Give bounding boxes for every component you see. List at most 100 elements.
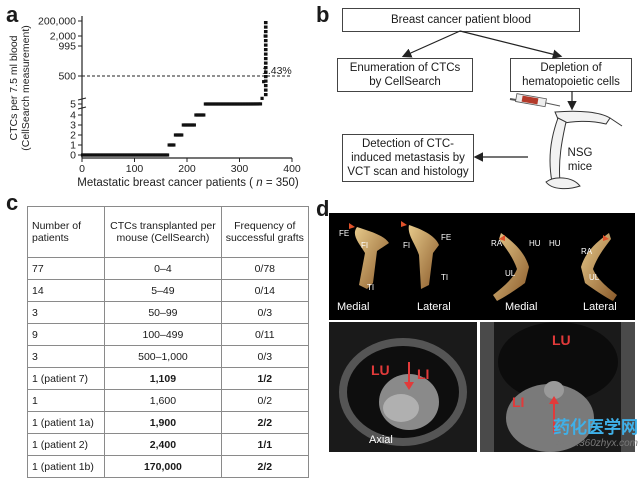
cell-ctcs-transplanted: 5–49 <box>104 279 222 302</box>
y-axis-label-1: CTCs per 7.5 ml blood <box>8 35 20 140</box>
label-hu: HU <box>529 239 541 248</box>
y-tick-label: 995 <box>58 41 76 53</box>
data-point <box>180 133 184 137</box>
label-ti: TI <box>367 283 375 292</box>
y-tick-label: 2 <box>70 130 76 142</box>
bone-scan-image: FE FI TI FI FE TI RA HU HU RA UL UL Medi… <box>329 213 635 320</box>
label-fi: FI <box>361 241 369 250</box>
x-tick-label: 0 <box>79 163 85 175</box>
ct-label-lu-2: LU <box>552 332 571 348</box>
label-ra: RA <box>491 239 503 248</box>
table-row: 1 1,600 0/2 <box>26 389 310 412</box>
watermark-line1: 药化医学网 <box>553 418 638 438</box>
y-tick-label: 4 <box>70 110 76 122</box>
label-fe-2: FE <box>441 233 452 242</box>
cell-number-of-patients: 1 <box>26 389 106 412</box>
ct-label-lu: LU <box>371 362 390 378</box>
cell-ctcs-transplanted: 2,400 <box>104 433 222 456</box>
cell-frequency: 0/11 <box>220 323 310 346</box>
cell-frequency: 2/2 <box>220 411 310 434</box>
cell-frequency: 1/1 <box>220 433 310 456</box>
x-axis-label-rest: = 350) <box>263 177 299 189</box>
table-row: 1 (patient 2) 2,400 1/1 <box>26 433 310 456</box>
table-row: 9 100–499 0/11 <box>26 323 310 346</box>
syringe-icon <box>509 93 561 108</box>
cell-frequency: 2/2 <box>220 455 310 478</box>
ct-label-li: LI <box>417 366 430 382</box>
y-axis-break <box>77 97 87 101</box>
data-point <box>263 48 268 52</box>
y-tick-label: 200,000 <box>38 16 76 28</box>
cell-number-of-patients: 14 <box>26 279 106 302</box>
data-point <box>258 102 263 106</box>
flow-top-box: Breast cancer patient blood <box>342 8 580 32</box>
flowchart-arrows <box>401 30 623 190</box>
y-tick-label: 0 <box>70 150 76 162</box>
x-tick-label: 400 <box>283 163 301 175</box>
y-axis-label-2: (CellSearch measurement) <box>20 25 32 150</box>
label-ti-2: TI <box>441 273 449 282</box>
flow-left-box: Enumeration of CTCs by CellSearch <box>337 58 473 92</box>
data-point <box>263 25 268 29</box>
data-point <box>263 39 268 43</box>
ct-label-axial: Axial <box>369 434 393 446</box>
mouse-icon <box>545 110 623 190</box>
panel-letter-b: b <box>316 2 330 27</box>
mice-label: NSG mice <box>560 146 600 174</box>
cell-ctcs-transplanted: 0–4 <box>104 257 222 280</box>
label-lateral: Lateral <box>417 301 451 313</box>
label-ul-2: UL <box>589 273 600 282</box>
cell-frequency: 0/2 <box>220 389 310 412</box>
cell-number-of-patients: 1 (patient 1b) <box>26 455 106 478</box>
ct-axial-image: LU LI Axial <box>329 322 477 452</box>
panel-letter-d: d <box>316 196 330 221</box>
cell-ctcs-transplanted: 170,000 <box>104 455 222 478</box>
table-header-row: Number of patients CTCs transplanted per… <box>26 206 310 258</box>
table-row: 1 (patient 1a) 1,900 2/2 <box>26 411 310 434</box>
cell-ctcs-transplanted: 1,900 <box>104 411 222 434</box>
table-row: 1 (patient 7) 1,109 1/2 <box>26 367 310 390</box>
x-axis-label: Metastatic breast cancer patients ( n = … <box>77 177 299 189</box>
cell-number-of-patients: 9 <box>26 323 106 346</box>
ctc-graft-table: Number of patients CTCs transplanted per… <box>26 206 310 478</box>
ct-coronal-art <box>480 322 635 452</box>
data-point <box>263 84 268 88</box>
data-point <box>263 93 268 97</box>
cell-ctcs-transplanted: 500–1,000 <box>104 345 222 368</box>
data-point <box>165 153 170 157</box>
data-point <box>263 30 268 34</box>
header-ctcs-transplanted: CTCs transplanted per mouse (CellSearch) <box>104 206 222 258</box>
arrow-top-right <box>459 30 563 59</box>
cell-number-of-patients: 1 (patient 1a) <box>26 411 106 434</box>
bone-scan-art <box>349 221 617 301</box>
table-row: 3 50–99 0/3 <box>26 301 310 324</box>
data-point <box>263 43 268 47</box>
y-tick-label: 500 <box>58 71 76 83</box>
cell-ctcs-transplanted: 1,600 <box>104 389 222 412</box>
y-axis-break <box>77 106 87 110</box>
x-axis-label-text: Metastatic breast cancer patients ( <box>77 177 253 189</box>
cell-number-of-patients: 1 (patient 2) <box>26 433 106 456</box>
watermark: 药化医学网 www.360zhyx.com <box>508 413 638 449</box>
data-point <box>263 34 268 38</box>
x-tick-label: 200 <box>178 163 196 175</box>
data-point <box>262 80 266 84</box>
table-row: 3 500–1,000 0/3 <box>26 345 310 368</box>
panel-letter-c: c <box>6 190 19 215</box>
data-point <box>263 61 268 65</box>
data-point <box>263 75 268 79</box>
cell-frequency: 0/3 <box>220 301 310 324</box>
flow-right-box: Depletion of hematopoietic cells <box>510 58 632 92</box>
cell-frequency: 1/2 <box>220 367 310 390</box>
label-lateral-2: Lateral <box>583 301 617 313</box>
cell-ctcs-transplanted: 1,109 <box>104 367 222 390</box>
x-tick-label: 100 <box>126 163 144 175</box>
data-point <box>263 88 268 92</box>
y-tick-label: 2,000 <box>50 31 76 43</box>
label-fi-2: FI <box>403 241 411 250</box>
y-tick-label: 1 <box>70 140 76 152</box>
arrow-top-left <box>401 30 461 58</box>
y-tick-label: 5 <box>70 99 76 111</box>
table-row: 77 0–4 0/78 <box>26 257 310 280</box>
cell-number-of-patients: 3 <box>26 345 106 368</box>
